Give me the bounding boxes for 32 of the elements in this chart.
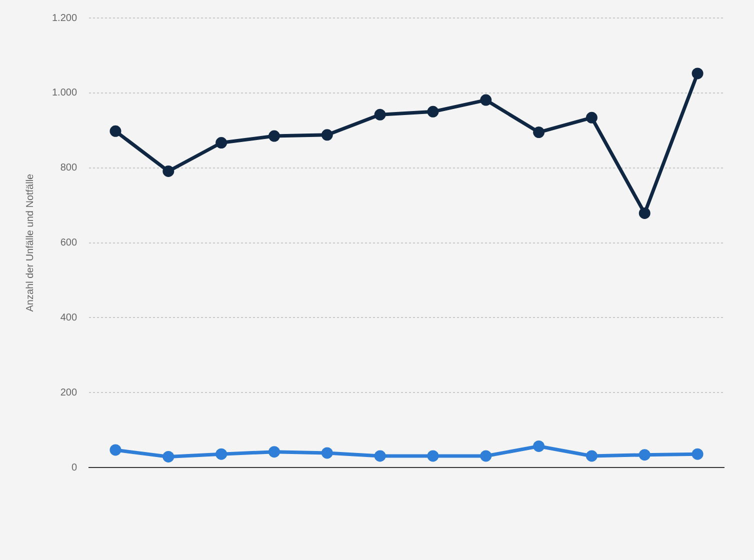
- point: [638, 207, 650, 219]
- y-tick-label: 600: [60, 238, 78, 249]
- point: [427, 106, 439, 118]
- point: [586, 112, 598, 124]
- y-tick-label: 1.000: [52, 88, 78, 99]
- point: [374, 450, 386, 462]
- point: [692, 68, 704, 80]
- point: [162, 450, 174, 462]
- y-tick-label: 1.200: [52, 12, 78, 24]
- point: [533, 126, 545, 138]
- point: [162, 165, 174, 177]
- y-tick-label: 800: [60, 162, 78, 174]
- y-tick-label: 400: [60, 312, 78, 324]
- point: [268, 130, 280, 142]
- point: [216, 137, 228, 149]
- point: [321, 447, 333, 459]
- point: [268, 446, 280, 458]
- point: [533, 440, 545, 452]
- point: [638, 449, 650, 461]
- point: [427, 450, 439, 462]
- point: [321, 129, 333, 141]
- point: [480, 450, 492, 462]
- y-tick-label: 0: [71, 462, 78, 474]
- point: [216, 448, 228, 460]
- point: [374, 108, 386, 120]
- point: [110, 444, 122, 456]
- point: [480, 94, 492, 106]
- y-tick-label: 200: [60, 387, 78, 398]
- y-axis-title: Anzahl der Unfälle und Notfälle: [24, 173, 36, 312]
- point: [692, 448, 704, 460]
- point: [586, 450, 598, 462]
- point: [110, 125, 122, 137]
